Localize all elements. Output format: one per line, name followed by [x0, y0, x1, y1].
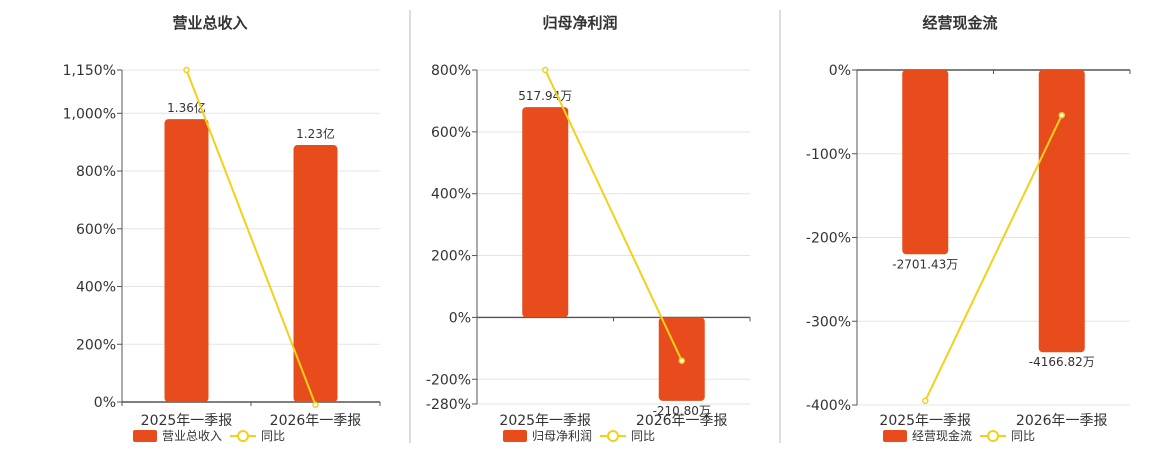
bar-data-label: -210.80万 [653, 404, 711, 418]
y-tick-label: 800% [431, 63, 471, 79]
y-tick-label: -400% [806, 398, 851, 414]
legend-line-marker [237, 430, 249, 442]
y-tick-label: -200% [426, 372, 471, 388]
yoy-point [312, 401, 319, 409]
legend-bar-label: 营业总收入 [162, 429, 222, 443]
y-tick-label: 200% [76, 337, 116, 353]
bar-data-label: 517.94万 [518, 89, 572, 103]
bar [902, 70, 949, 255]
y-tick-label: -280% [426, 397, 471, 413]
y-tick-label: -300% [806, 314, 851, 330]
yoy-point [542, 66, 549, 74]
y-tick-label: 400% [76, 280, 116, 296]
legend-bar-label: 归母净利润 [532, 429, 592, 443]
chart-title: 归母净利润 [542, 14, 617, 32]
y-tick-label: 1,150% [63, 63, 116, 79]
bar-data-label: -4166.82万 [1029, 355, 1095, 369]
bar [293, 145, 338, 403]
y-tick-label: 0% [829, 63, 851, 79]
x-tick-label: 2025年一季报 [879, 413, 971, 429]
bar-data-label: 1.23亿 [296, 126, 335, 141]
yoy-point [183, 66, 190, 74]
legend-line-label: 同比 [1011, 429, 1035, 443]
y-tick-label: -100% [806, 147, 851, 163]
y-tick-label: 400% [431, 187, 471, 203]
y-tick-label: 200% [431, 249, 471, 265]
y-tick-label: 600% [76, 222, 116, 238]
legend-bar-swatch [133, 430, 157, 442]
legend-bar-label: 经营现金流 [912, 428, 972, 443]
yoy-line [924, 114, 1063, 402]
legend-line-label: 同比 [261, 429, 285, 443]
yoy-point [678, 357, 685, 364]
yoy-point [922, 397, 929, 405]
x-tick-label: 2026年一季报 [1016, 413, 1108, 429]
legend-line-marker [607, 430, 619, 442]
y-tick-label: 0% [449, 310, 471, 326]
bar [164, 119, 209, 403]
yoy-point [1058, 111, 1065, 119]
x-tick-label: 2025年一季报 [499, 413, 591, 429]
bar-data-label: -2701.43万 [892, 257, 958, 271]
x-tick-label: 2026年一季报 [270, 413, 362, 429]
yoy-line [544, 69, 683, 362]
chart-title: 营业总收入 [172, 14, 247, 32]
bar [522, 107, 569, 318]
chart-title: 经营现金流 [922, 14, 997, 32]
y-tick-label: -200% [806, 231, 851, 247]
legend-line-marker [987, 430, 999, 442]
y-tick-label: 600% [431, 125, 471, 141]
bar-data-label: 1.36亿 [167, 100, 206, 115]
legend-bar-swatch [883, 430, 907, 442]
legend-bar-swatch [503, 430, 527, 442]
x-tick-label: 2025年一季报 [141, 413, 233, 429]
y-tick-label: 800% [76, 164, 116, 180]
legend-line-label: 同比 [631, 429, 655, 443]
y-tick-label: 1,000% [63, 106, 116, 122]
x-tick-label: 2026年一季报 [636, 413, 728, 429]
yoy-line [185, 69, 317, 406]
y-tick-label: 0% [94, 395, 116, 411]
